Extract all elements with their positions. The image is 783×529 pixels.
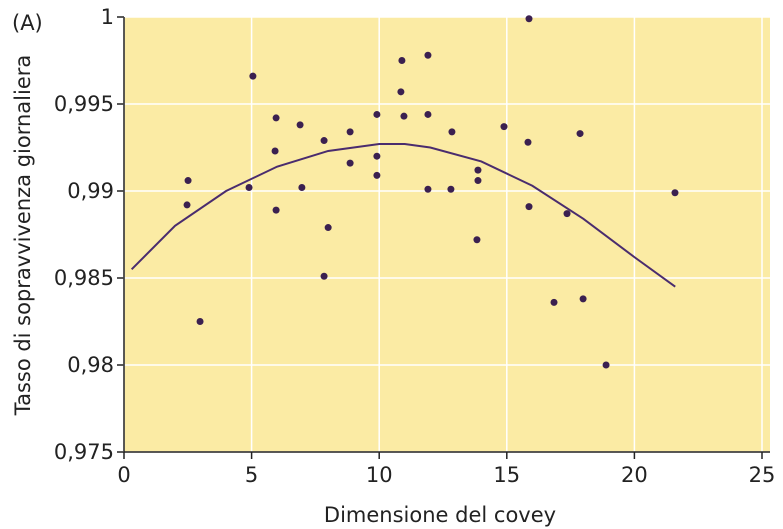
data-point xyxy=(500,123,508,131)
data-point xyxy=(196,318,204,325)
data-point xyxy=(346,128,354,136)
data-point xyxy=(579,295,587,303)
x-tick-label: 10 xyxy=(366,463,393,487)
data-point xyxy=(474,166,482,174)
data-point xyxy=(245,184,253,192)
x-axis-label: Dimensione del covey xyxy=(324,503,556,527)
data-point xyxy=(272,114,280,122)
data-point xyxy=(525,15,533,23)
panel-label: (A) xyxy=(12,11,43,35)
data-point xyxy=(271,147,279,155)
data-point xyxy=(373,171,381,179)
y-tick-label: 0,98 xyxy=(67,353,114,377)
x-tick-label: 15 xyxy=(493,463,520,487)
x-tick-label: 0 xyxy=(117,463,130,487)
data-point xyxy=(298,184,306,192)
data-point xyxy=(296,121,304,129)
y-tick-label: 0,985 xyxy=(54,266,114,290)
data-point xyxy=(424,185,432,193)
x-tick-label: 20 xyxy=(621,463,648,487)
data-point xyxy=(563,210,571,218)
data-point xyxy=(474,177,482,185)
data-point xyxy=(249,72,257,80)
data-point xyxy=(373,110,381,118)
data-point xyxy=(320,272,328,280)
data-point xyxy=(576,130,584,138)
data-point xyxy=(400,112,408,120)
data-point xyxy=(473,236,481,244)
data-point xyxy=(424,51,432,59)
x-tick-label: 25 xyxy=(749,463,776,487)
data-point xyxy=(671,189,679,197)
y-axis-label: Tasso di sopravvivenza giornaliera xyxy=(11,55,35,417)
plot-background xyxy=(124,17,770,452)
y-tick-label: 1 xyxy=(101,5,114,29)
y-tick-label: 0,995 xyxy=(54,92,114,116)
data-point xyxy=(602,361,610,369)
data-point xyxy=(525,203,533,211)
data-point xyxy=(373,152,381,160)
data-point xyxy=(398,57,406,64)
data-point xyxy=(320,137,328,145)
data-point xyxy=(184,177,192,185)
fit-curve xyxy=(130,143,676,288)
data-point xyxy=(183,201,191,209)
data-point xyxy=(346,159,354,167)
data-point xyxy=(550,298,558,306)
data-point xyxy=(524,138,532,146)
data-point xyxy=(447,185,455,193)
y-tick-label: 0,975 xyxy=(54,440,114,464)
data-point xyxy=(324,224,332,232)
x-tick-label: 5 xyxy=(245,463,258,487)
data-point xyxy=(448,128,456,136)
y-tick-label: 0,99 xyxy=(67,179,114,203)
data-point xyxy=(397,88,405,96)
data-point xyxy=(424,110,432,118)
data-point xyxy=(272,206,280,214)
